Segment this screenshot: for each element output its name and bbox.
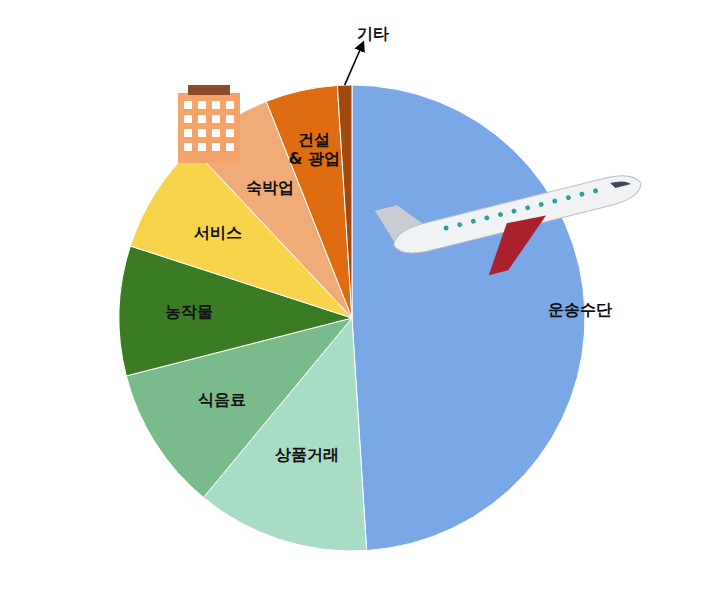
slice [337, 85, 352, 318]
decorations [178, 85, 654, 298]
hotel-icon [178, 85, 240, 163]
slice-label: 식음료 [198, 390, 246, 409]
hotel-sign [188, 85, 230, 95]
hotel-window [198, 143, 206, 151]
hotel-window [184, 129, 192, 137]
plane-window [565, 195, 571, 201]
hotel-window [226, 143, 234, 151]
hotel-window [184, 115, 192, 123]
hotel-window [226, 115, 234, 123]
slice-label: 서비스 [194, 223, 242, 242]
chart-svg: 운송수단상품거래 식음료 농작물 서비스 숙박업 건설& 광업 기타 [0, 0, 716, 612]
plane-window [511, 208, 517, 214]
plane-wing [478, 214, 557, 276]
hotel-window [198, 115, 206, 123]
hotel-window [212, 143, 220, 151]
plane-window [538, 201, 544, 207]
plane-window [610, 178, 631, 189]
airplane-icon [375, 147, 654, 298]
slice-label: 건설& 광업 [289, 130, 341, 168]
hotel-window [212, 129, 220, 137]
labels: 운송수단상품거래 식음료 농작물 서비스 숙박업 건설& 광업 기타 [165, 24, 612, 464]
hotel-window [226, 129, 234, 137]
hotel-window [198, 101, 206, 109]
plane-window [498, 212, 504, 218]
plane-window [552, 198, 558, 204]
plane-window [579, 191, 585, 197]
plane-window [525, 205, 531, 211]
hotel-window [212, 101, 220, 109]
slice-label: 운송수단 [548, 300, 612, 319]
slice [266, 85, 352, 318]
chart-root: 운송수단상품거래 식음료 농작물 서비스 숙박업 건설& 광업 기타 [0, 0, 716, 612]
slice-label: 숙박업 [246, 178, 294, 197]
pie [119, 85, 585, 551]
hotel-wall [178, 93, 240, 163]
label-arrow [345, 43, 364, 86]
slice-label: 상품거래 [275, 445, 339, 464]
hotel-window [212, 115, 220, 123]
slice-label: 농작물 [165, 302, 213, 321]
hotel-window [184, 101, 192, 109]
hotel-window [198, 129, 206, 137]
plane-window [484, 215, 490, 221]
plane-window [593, 188, 599, 194]
slice-label: 기타 [357, 24, 389, 43]
hotel-window [226, 101, 234, 109]
hotel-window [184, 143, 192, 151]
plane-window [457, 222, 463, 228]
plane-window [470, 218, 476, 224]
plane-window [443, 225, 449, 231]
